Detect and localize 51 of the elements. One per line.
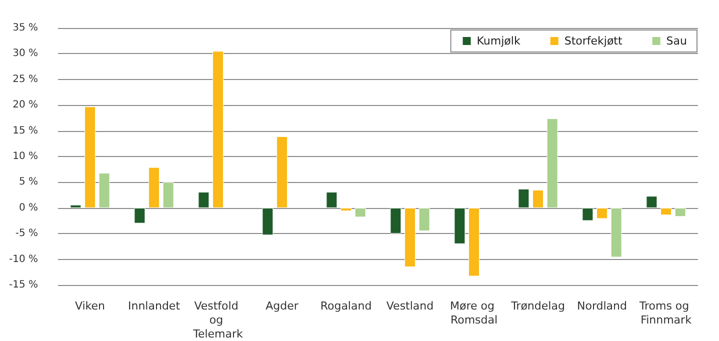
- y-tick-label: 20 %: [12, 100, 38, 111]
- y-tick-label: -15 %: [8, 280, 38, 290]
- bar: [354, 208, 366, 218]
- x-tick-label: Møre og Romsdal: [450, 300, 498, 326]
- bar: [262, 208, 274, 236]
- bar: [404, 208, 416, 268]
- bar: [212, 51, 224, 208]
- bar: [198, 192, 210, 208]
- bar: [276, 136, 288, 208]
- legend-label: Storfekjøtt: [564, 34, 623, 48]
- y-tick-label: -10 %: [8, 254, 38, 265]
- legend-label: Sau: [666, 34, 688, 48]
- y-tick-label: 5 %: [18, 176, 38, 188]
- bar: [596, 208, 608, 219]
- bar: [134, 208, 146, 224]
- y-tick-label: -5 %: [15, 228, 38, 240]
- x-tick-label: Rogaland: [320, 300, 372, 312]
- bar: [468, 208, 480, 276]
- y-tick-label: 10 %: [12, 151, 38, 162]
- bar: [532, 190, 544, 208]
- y-tick-label: 15 %: [12, 125, 38, 136]
- bar: [674, 208, 686, 217]
- x-tick-label: Viken: [74, 300, 106, 312]
- bar: [162, 182, 174, 208]
- bar: [418, 208, 430, 232]
- bar: [148, 167, 160, 208]
- bar: [518, 188, 530, 208]
- x-tick-label: Trøndelag: [510, 300, 565, 312]
- y-tick-label: 25 %: [12, 74, 38, 85]
- bar: [84, 106, 96, 208]
- bar: [326, 192, 338, 208]
- x-tick-label: Troms og Finnmark: [638, 300, 693, 326]
- x-tick-label: Vestland: [386, 300, 434, 312]
- bar: [70, 204, 82, 208]
- x-tick-label: Vestfold og Telemark: [192, 300, 244, 340]
- y-tick-label: 35 %: [12, 22, 38, 34]
- bar: [340, 208, 352, 211]
- bar: [660, 208, 672, 216]
- y-tick-label: 0 %: [18, 202, 38, 214]
- x-tick-label: Nordland: [576, 300, 628, 312]
- bar: [646, 196, 658, 208]
- bar: [610, 208, 622, 258]
- bar: [454, 208, 466, 244]
- bar: [582, 208, 594, 221]
- legend-label: Kumjølk: [476, 34, 521, 48]
- x-tick-label: Innlandet: [128, 300, 181, 312]
- bar: [98, 172, 110, 208]
- bar: [390, 208, 402, 234]
- bar: [546, 118, 558, 208]
- y-tick-label: 30 %: [12, 48, 38, 60]
- x-tick-label: Agder: [266, 300, 299, 312]
